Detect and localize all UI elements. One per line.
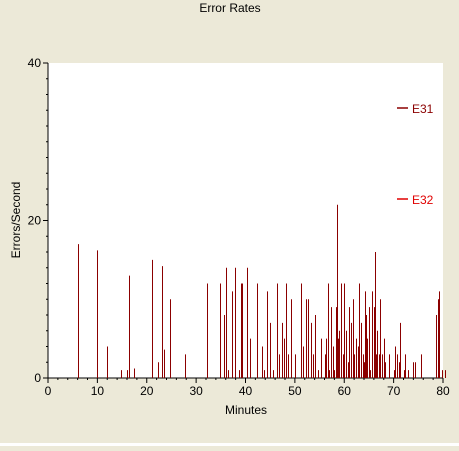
x-tick-label: 80: [436, 384, 450, 398]
legend: E31 E32: [397, 102, 434, 207]
plot-area: [48, 63, 443, 378]
chart-title: Error Rates: [199, 1, 260, 15]
y-tick-label: 40: [28, 56, 42, 70]
x-tick-label: 70: [387, 384, 401, 398]
x-tick-label: 50: [288, 384, 302, 398]
bars: [78, 204, 446, 378]
x-axis: 0 10 20 30 40 50 60 70 80: [45, 377, 450, 398]
x-tick-label: 40: [239, 384, 253, 398]
x-tick-label: 10: [91, 384, 105, 398]
y-tick-label: 20: [28, 214, 42, 228]
x-axis-label: Minutes: [225, 403, 267, 417]
window-bottom-edge: [0, 443, 459, 446]
legend-label-e31: E31: [412, 102, 434, 116]
x-tick-label: 0: [45, 384, 52, 398]
y-axis-label: Errors/Second: [9, 182, 23, 259]
y-axis: 0 20 40: [28, 56, 49, 385]
y-tick-label: 0: [34, 371, 41, 385]
x-tick-label: 30: [189, 384, 203, 398]
x-tick-label: 20: [140, 384, 154, 398]
x-tick-label: 60: [338, 384, 352, 398]
legend-label-e32: E32: [412, 193, 434, 207]
